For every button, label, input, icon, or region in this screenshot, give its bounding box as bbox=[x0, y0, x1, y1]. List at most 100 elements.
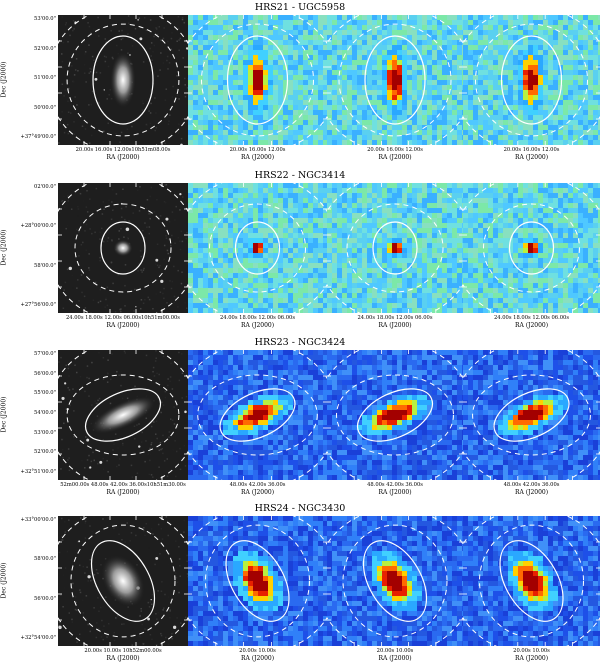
dec-tick-label: +37°49'00.0" bbox=[20, 134, 56, 140]
star-point bbox=[147, 617, 150, 621]
star-point bbox=[137, 19, 139, 21]
dec-axis-label: Dec (J2000) bbox=[0, 562, 8, 599]
star-point bbox=[68, 266, 73, 271]
star-point bbox=[87, 575, 91, 579]
star-point bbox=[150, 598, 152, 601]
figure-row: HRS24 - NGC3430 Dec (J2000) +33°00'00.0" 58… bbox=[0, 503, 600, 663]
inner-annulus-ellipse bbox=[209, 203, 306, 293]
star-point bbox=[94, 77, 98, 81]
ra-axis-label: RA (J2000) bbox=[106, 322, 140, 329]
star-point bbox=[138, 445, 141, 448]
inner-annulus-ellipse bbox=[66, 374, 180, 456]
ra-tick-labels: 48.00s 42.00s 36.00s bbox=[367, 482, 423, 488]
map-panel bbox=[188, 15, 327, 145]
inner-annulus-ellipse bbox=[483, 203, 580, 293]
aperture-ellipse bbox=[500, 35, 563, 125]
ra-tick-labels: 24.00s 18.00s 12.00s 06.00s10h51m00.00s bbox=[66, 315, 180, 321]
dec-tick-label: 52'00.0" bbox=[34, 449, 56, 456]
row-title: HRS24 - NGC3430 bbox=[254, 503, 346, 514]
aperture-ellipse bbox=[493, 388, 570, 442]
aperture-ellipse bbox=[226, 35, 289, 125]
ra-axis-label: RA (J2000) bbox=[378, 322, 412, 329]
star-point bbox=[160, 279, 164, 283]
star-point bbox=[103, 89, 105, 91]
optical-image-panel bbox=[58, 350, 188, 480]
ra-tick-labels: 20.00s 16.00s 12.00s10h51m08.00s bbox=[75, 147, 171, 153]
ra-axis-label: RA (J2000) bbox=[106, 655, 140, 662]
inner-annulus-ellipse bbox=[342, 524, 448, 638]
galaxy-source bbox=[101, 554, 145, 608]
dec-tick-label: 56'00.0" bbox=[34, 370, 56, 377]
galaxy-source bbox=[110, 52, 136, 108]
dec-tick-label: 55'00.0" bbox=[34, 390, 56, 397]
inner-annulus-ellipse bbox=[346, 203, 444, 293]
inner-annulus-ellipse bbox=[475, 23, 588, 137]
star-point bbox=[165, 217, 169, 221]
inner-annulus-ellipse bbox=[74, 203, 172, 293]
figure-row: HRS22 - NGC3414 Dec (J2000) 02'00.0" +28°00… bbox=[0, 170, 600, 330]
dec-tick-label: 56'00.0" bbox=[34, 595, 56, 602]
ra-axis-label: RA (J2000) bbox=[378, 655, 412, 662]
aperture-ellipse bbox=[92, 35, 154, 125]
inner-annulus-ellipse bbox=[472, 374, 591, 456]
ra-tick-labels: 20.00s 10.00s bbox=[239, 648, 276, 654]
ra-tick-labels: 20.00s 16.00s 12.00s bbox=[367, 147, 423, 153]
optical-image-panel bbox=[58, 15, 188, 145]
ra-axis-label: RA (J2000) bbox=[514, 322, 549, 329]
figure-row: HRS23 - NGC3424 Dec (J2000) 57'00.0" 56'00.… bbox=[0, 337, 600, 497]
dec-tick-label: 53'00.0" bbox=[34, 16, 56, 22]
dec-tick-label: 58'00.0" bbox=[34, 262, 56, 269]
dec-tick-label: +32°51'00.0" bbox=[20, 469, 56, 475]
figure-row: HRS21 - UGC5958 Dec (J2000) 53'00.0" 52'00.… bbox=[0, 2, 600, 162]
star-point bbox=[184, 410, 187, 414]
aperture-ellipse bbox=[219, 388, 296, 442]
map-panel bbox=[463, 516, 600, 646]
inner-annulus-ellipse bbox=[336, 374, 454, 456]
aperture-ellipse bbox=[508, 221, 555, 275]
star-point bbox=[125, 227, 130, 232]
optical-image-panel bbox=[58, 516, 188, 646]
map-panel bbox=[188, 183, 327, 313]
ra-tick-labels: 24.00s 18.00s 12.00s 06.00s bbox=[357, 315, 433, 321]
ra-axis-label: RA (J2000) bbox=[240, 655, 275, 662]
dec-tick-label: 58'00.0" bbox=[34, 556, 56, 563]
star-point bbox=[61, 396, 65, 401]
dec-tick-label: 52'00.0" bbox=[34, 45, 56, 52]
aperture-ellipse bbox=[90, 540, 156, 622]
dec-tick-label: 53'00.0" bbox=[34, 429, 56, 436]
ra-axis-label: RA (J2000) bbox=[514, 655, 549, 662]
ra-tick-labels: 20.00s 16.00s 12.00s bbox=[503, 147, 560, 153]
star-point bbox=[89, 466, 92, 469]
aperture-ellipse bbox=[372, 221, 418, 275]
aperture-ellipse bbox=[499, 540, 564, 622]
inner-annulus-ellipse bbox=[66, 23, 180, 137]
ra-tick-labels: 20.00s 10.00s bbox=[376, 648, 414, 654]
aperture-ellipse bbox=[225, 540, 290, 622]
aperture-ellipse bbox=[234, 221, 281, 275]
star-point bbox=[120, 202, 123, 205]
star-point bbox=[86, 438, 90, 442]
star-point bbox=[185, 47, 188, 50]
row-title: HRS22 - NGC3414 bbox=[254, 170, 346, 181]
dec-tick-label: +27°56'00.0" bbox=[20, 302, 56, 308]
map-panel bbox=[327, 516, 463, 646]
map-panel bbox=[463, 183, 600, 313]
dec-tick-label: 51'00.0" bbox=[34, 75, 56, 81]
star-point bbox=[129, 54, 131, 56]
ra-tick-labels: 20.00s 10.00s 10h52m00.00s bbox=[84, 648, 162, 654]
row-title: HRS21 - UGC5958 bbox=[254, 2, 346, 13]
aperture-ellipse bbox=[364, 35, 426, 125]
dec-tick-label: 02'00.0" bbox=[34, 184, 56, 190]
dec-tick-label: +33°00'00.0" bbox=[20, 517, 56, 523]
star-point bbox=[135, 306, 137, 308]
dec-axis-label: Dec (J2000) bbox=[0, 229, 8, 266]
map-panel bbox=[463, 350, 600, 480]
inner-annulus-ellipse bbox=[197, 374, 318, 456]
inner-annulus-ellipse bbox=[338, 23, 452, 137]
star-point bbox=[139, 37, 143, 41]
map-panel bbox=[188, 516, 327, 646]
ra-axis-label: RA (J2000) bbox=[514, 489, 549, 496]
ra-axis-label: RA (J2000) bbox=[240, 154, 275, 161]
dec-tick-label: +28°00'00.0" bbox=[20, 223, 56, 230]
star-point bbox=[78, 540, 81, 543]
